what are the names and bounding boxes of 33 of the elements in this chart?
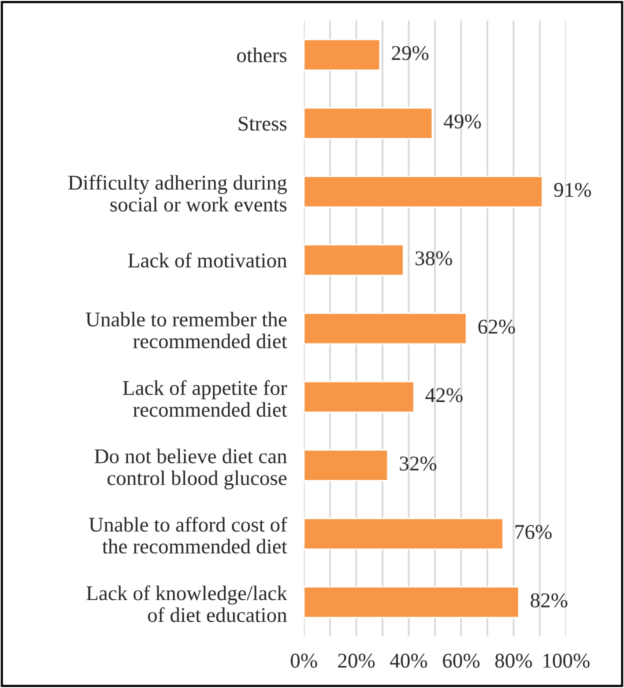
x-tick-label: 20% — [338, 654, 375, 668]
bar — [304, 107, 433, 140]
bar — [304, 38, 381, 71]
bar — [304, 312, 468, 345]
x-tick-label: 100% — [544, 654, 590, 668]
y-tick-label: others — [237, 48, 286, 62]
data-label: 91% — [554, 182, 591, 197]
y-tick-label: Unable to afford cost of the recommended diet — [89, 516, 288, 554]
bar — [304, 586, 520, 618]
data-label: 29% — [392, 46, 428, 60]
data-label: 32% — [400, 456, 436, 471]
data-label: 38% — [416, 251, 452, 266]
data-label: 82% — [530, 593, 568, 608]
x-tick-label: 40% — [390, 654, 428, 668]
x-tick-label: 60% — [442, 654, 480, 668]
y-tick-label: Stress — [238, 116, 286, 131]
bar — [304, 518, 504, 550]
data-label: 49% — [444, 114, 481, 129]
y-tick-label: Difficulty adhering during social or work events — [68, 174, 287, 212]
y-tick-label: Do not believe diet can control blood glucose — [94, 448, 287, 490]
y-tick-label: Unable to remember the recommended diet — [86, 312, 288, 348]
data-label: 76% — [516, 524, 552, 540]
x-tick-label: 80% — [495, 654, 532, 668]
y-tick-label: Lack of appetite for recommended diet — [122, 380, 288, 417]
data-label: 42% — [425, 388, 463, 402]
bar — [304, 380, 415, 414]
x-tick-label: 0% — [290, 654, 318, 668]
bar — [304, 176, 544, 208]
data-label: 62% — [478, 320, 515, 334]
bar — [304, 449, 388, 482]
y-tick-label: Lack of motivation — [128, 252, 287, 268]
bar — [304, 244, 404, 276]
y-tick-label: Lack of knowledge/lack of diet education — [86, 585, 288, 622]
